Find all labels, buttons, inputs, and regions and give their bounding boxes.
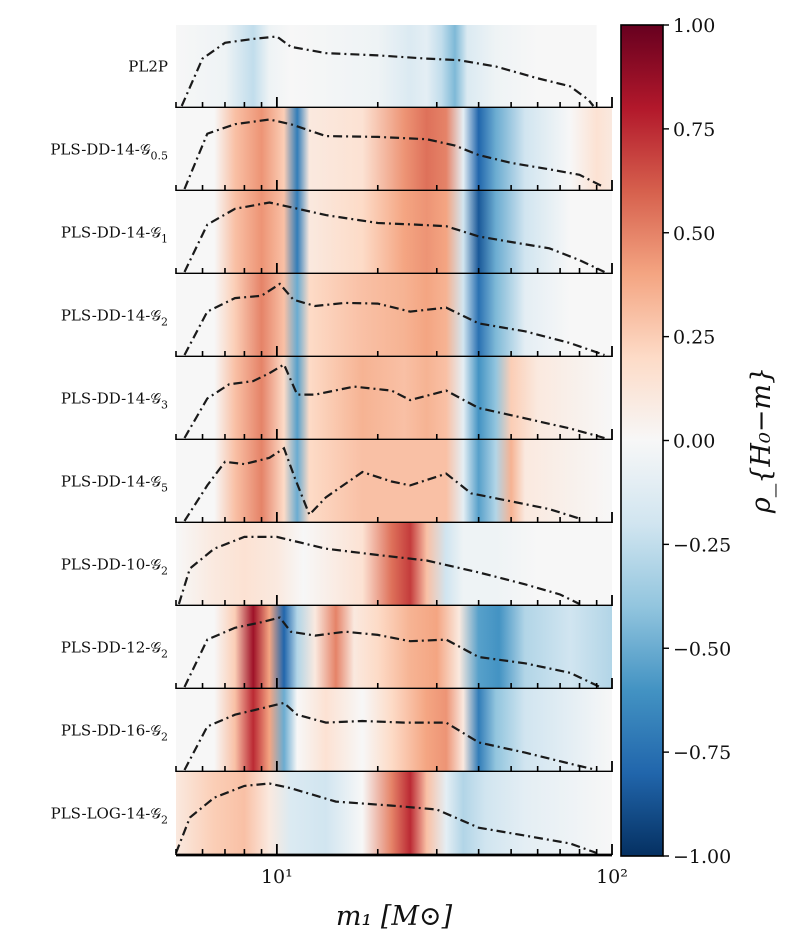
x-tick-label: 10² bbox=[596, 866, 628, 888]
density-curve bbox=[177, 535, 580, 605]
x-axis-label: m₁ [M⊙] bbox=[336, 901, 453, 932]
panel-label: PLS-DD-10-𝒢2 bbox=[61, 556, 168, 578]
panel-label: PLS-DD-14-𝒢3 bbox=[61, 390, 168, 412]
panel-heatmap bbox=[176, 25, 597, 108]
panel-label: PLS-DD-12-𝒢2 bbox=[61, 639, 168, 661]
density-curve bbox=[174, 782, 598, 855]
panel-heatmap bbox=[176, 108, 612, 191]
colorbar-tick-label: 0.50 bbox=[673, 223, 715, 245]
panel-label: PLS-DD-16-𝒢2 bbox=[61, 722, 168, 744]
panel-5: PLS-DD-14-𝒢5 bbox=[61, 440, 613, 525]
colorbar-gradient bbox=[620, 24, 664, 857]
panel-2: PLS-DD-14-𝒢1 bbox=[61, 191, 613, 276]
panel-heatmap bbox=[176, 606, 612, 689]
x-axis: 10¹ 10² m₁ [M⊙] bbox=[261, 866, 628, 932]
panel-label: PLS-DD-14-𝒢0.5 bbox=[50, 141, 168, 163]
density-curve bbox=[183, 118, 605, 190]
panel-label: PL2P bbox=[128, 58, 168, 76]
colorbar-tick-label: 0.75 bbox=[673, 119, 715, 141]
density-curve bbox=[183, 201, 605, 273]
colorbar-tick-label: 0.00 bbox=[673, 431, 715, 453]
panel-heatmap bbox=[176, 523, 612, 606]
panel-3: PLS-DD-14-𝒢2 bbox=[61, 274, 613, 359]
panel-8: PLS-DD-16-𝒢2 bbox=[61, 689, 613, 774]
panel-1: PLS-DD-14-𝒢0.5 bbox=[50, 108, 613, 193]
panel-label: PLS-DD-14-𝒢1 bbox=[61, 224, 168, 246]
panel-9: PLS-LOG-14-𝒢2 bbox=[51, 772, 613, 857]
panel-heatmap bbox=[176, 274, 612, 357]
colorbar-tick-label: 1.00 bbox=[673, 15, 715, 37]
colorbar-tick-label: −0.50 bbox=[673, 638, 731, 660]
colorbar-tick-label: −0.75 bbox=[673, 742, 731, 764]
density-curve bbox=[183, 701, 597, 772]
density-curve bbox=[183, 446, 580, 522]
colorbar-tick-label: −0.25 bbox=[673, 534, 731, 556]
panel-7: PLS-DD-12-𝒢2 bbox=[61, 606, 613, 691]
density-curve bbox=[180, 35, 595, 107]
panel-6: PLS-DD-10-𝒢2 bbox=[61, 523, 613, 608]
panel-label: PLS-DD-14-𝒢2 bbox=[61, 307, 168, 329]
panel-label: PLS-LOG-14-𝒢2 bbox=[51, 805, 168, 827]
panel-heatmap bbox=[176, 191, 612, 274]
density-curve bbox=[183, 362, 605, 440]
panel-heatmap bbox=[176, 357, 612, 440]
panel-4: PLS-DD-14-𝒢3 bbox=[61, 357, 613, 442]
panel-heatmap bbox=[176, 689, 612, 772]
colorbar-tick-label: −1.00 bbox=[673, 846, 731, 868]
colorbar-label: ρ_{H₀−m} bbox=[746, 367, 777, 514]
panels: PL2P PLS-DD-14-𝒢0.5 PLS-DD-14-𝒢1 PLS-DD-14-… bbox=[50, 25, 613, 857]
colorbar-tick-label: 0.25 bbox=[673, 327, 715, 349]
panel-0: PL2P bbox=[128, 25, 613, 110]
panel-heatmap bbox=[176, 772, 612, 855]
x-tick-label: 10¹ bbox=[261, 866, 293, 888]
panel-label: PLS-DD-14-𝒢5 bbox=[61, 473, 168, 495]
colorbar: 1.00 0.75 0.50 0.25 0.00 −0.25 −0.50 −0.75 −1.00… bbox=[620, 15, 777, 868]
